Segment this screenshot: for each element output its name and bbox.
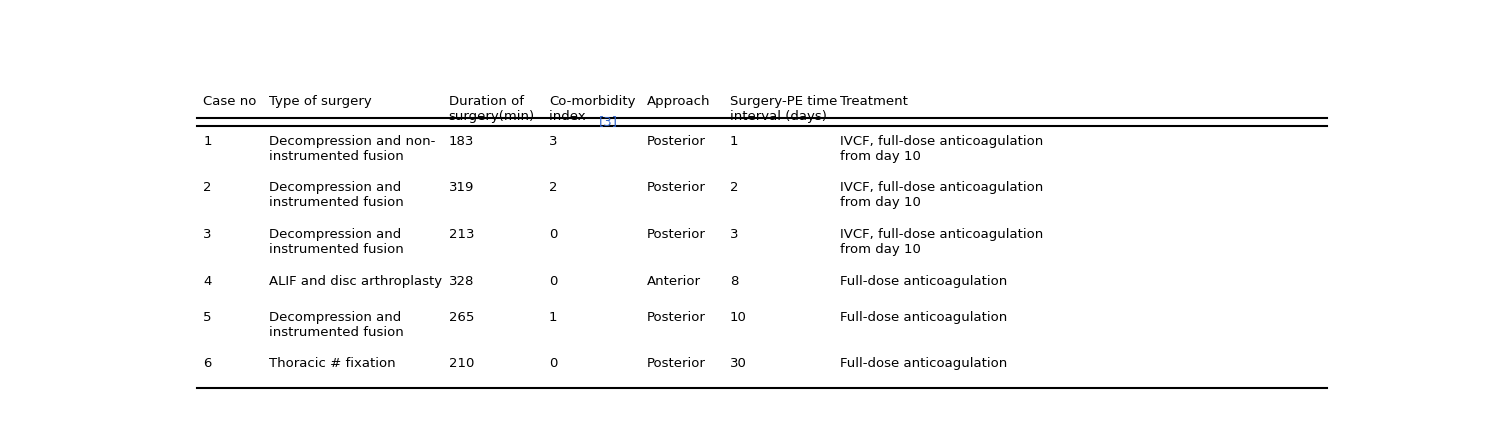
- Text: Posterior: Posterior: [647, 358, 706, 370]
- Text: 3: 3: [204, 228, 211, 241]
- Text: 10: 10: [730, 311, 746, 324]
- Text: Duration of
surgery(min): Duration of surgery(min): [449, 95, 535, 123]
- Text: 4: 4: [204, 275, 211, 288]
- Text: Posterior: Posterior: [647, 311, 706, 324]
- Text: 2: 2: [204, 181, 211, 194]
- Text: 2: 2: [730, 181, 739, 194]
- Text: Decompression and non-
instrumented fusion: Decompression and non- instrumented fusi…: [269, 135, 436, 163]
- Text: 265: 265: [449, 311, 474, 324]
- Text: Full-dose anticoagulation: Full-dose anticoagulation: [840, 275, 1008, 288]
- Text: Type of surgery: Type of surgery: [269, 95, 372, 108]
- Text: 2: 2: [549, 181, 558, 194]
- Text: Posterior: Posterior: [647, 181, 706, 194]
- Text: 210: 210: [449, 358, 474, 370]
- Text: 8: 8: [730, 275, 738, 288]
- Text: Full-dose anticoagulation: Full-dose anticoagulation: [840, 358, 1008, 370]
- Text: 1: 1: [730, 135, 739, 148]
- Text: 5: 5: [204, 311, 211, 324]
- Text: 183: 183: [449, 135, 474, 148]
- Text: ALIF and disc arthroplasty: ALIF and disc arthroplasty: [269, 275, 442, 288]
- Text: 0: 0: [549, 228, 558, 241]
- Text: Co-morbidity
index: Co-morbidity index: [549, 95, 635, 123]
- Text: Posterior: Posterior: [647, 228, 706, 241]
- Text: 213: 213: [449, 228, 474, 241]
- Text: Decompression and
instrumented fusion: Decompression and instrumented fusion: [269, 311, 403, 339]
- Text: 1: 1: [549, 311, 558, 324]
- Text: IVCF, full-dose anticoagulation
from day 10: IVCF, full-dose anticoagulation from day…: [840, 135, 1044, 163]
- Text: 1: 1: [204, 135, 211, 148]
- Text: Case no: Case no: [204, 95, 257, 108]
- Text: Decompression and
instrumented fusion: Decompression and instrumented fusion: [269, 228, 403, 256]
- Text: 319: 319: [449, 181, 474, 194]
- Text: Approach: Approach: [647, 95, 711, 108]
- Text: [3]: [3]: [598, 115, 617, 128]
- Text: Surgery-PE time
interval (days): Surgery-PE time interval (days): [730, 95, 837, 123]
- Text: Anterior: Anterior: [647, 275, 700, 288]
- Text: Posterior: Posterior: [647, 135, 706, 148]
- Text: 6: 6: [204, 358, 211, 370]
- Text: 0: 0: [549, 275, 558, 288]
- Text: IVCF, full-dose anticoagulation
from day 10: IVCF, full-dose anticoagulation from day…: [840, 228, 1044, 256]
- Text: 30: 30: [730, 358, 746, 370]
- Text: 328: 328: [449, 275, 474, 288]
- Text: Decompression and
instrumented fusion: Decompression and instrumented fusion: [269, 181, 403, 209]
- Text: 3: 3: [730, 228, 739, 241]
- Text: 0: 0: [549, 358, 558, 370]
- Text: Thoracic # fixation: Thoracic # fixation: [269, 358, 396, 370]
- Text: IVCF, full-dose anticoagulation
from day 10: IVCF, full-dose anticoagulation from day…: [840, 181, 1044, 209]
- Text: Treatment: Treatment: [840, 95, 909, 108]
- Text: Full-dose anticoagulation: Full-dose anticoagulation: [840, 311, 1008, 324]
- Text: 3: 3: [549, 135, 558, 148]
